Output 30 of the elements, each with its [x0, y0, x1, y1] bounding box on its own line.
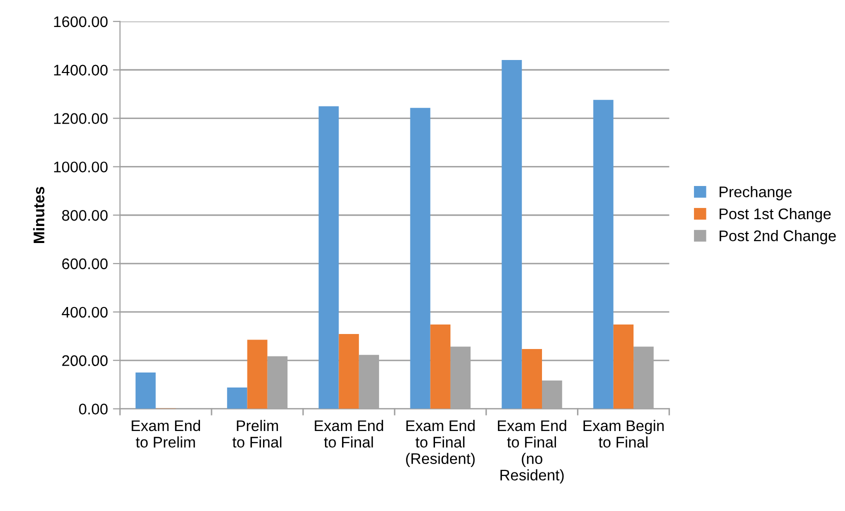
bar [593, 100, 614, 409]
x-tick-label: Exam End to Final (no Resident) [498, 420, 566, 484]
bar [247, 340, 268, 409]
y-tick-label: 600.00 [62, 258, 108, 270]
x-tick-label: Exam End to Final [314, 420, 384, 448]
bar [522, 349, 542, 409]
bar [338, 334, 359, 409]
y-tick-label: 0.00 [79, 404, 108, 414]
x-tick-label: Prelim to Final [232, 420, 282, 448]
y-tick-label: 1000.00 [54, 162, 108, 172]
y-axis-title: Minutes [33, 186, 44, 243]
x-tick-label: Exam End to Prelim [132, 420, 200, 448]
bar [227, 387, 248, 409]
legend-label: Post 2nd Change [720, 230, 836, 244]
x-tick-label: Exam End to Final (Resident) [406, 420, 475, 468]
y-tick-label: 200.00 [62, 355, 108, 366]
bar [410, 108, 430, 409]
bar [613, 324, 634, 409]
x-tick-label: Exam Begin to Final [584, 420, 664, 448]
y-tick-label: 1200.00 [54, 113, 108, 124]
legend-label: Prechange [720, 186, 792, 200]
bar [318, 106, 339, 409]
y-tick-label: 1400.00 [54, 64, 108, 76]
y-tick-label: 400.00 [62, 306, 108, 318]
bar [502, 60, 522, 409]
bar [136, 372, 156, 409]
bar [430, 324, 450, 409]
y-tick-label: 1600.00 [54, 16, 108, 28]
y-tick-label: 800.00 [62, 210, 108, 221]
legend-label: Post 1st Change [720, 208, 831, 222]
